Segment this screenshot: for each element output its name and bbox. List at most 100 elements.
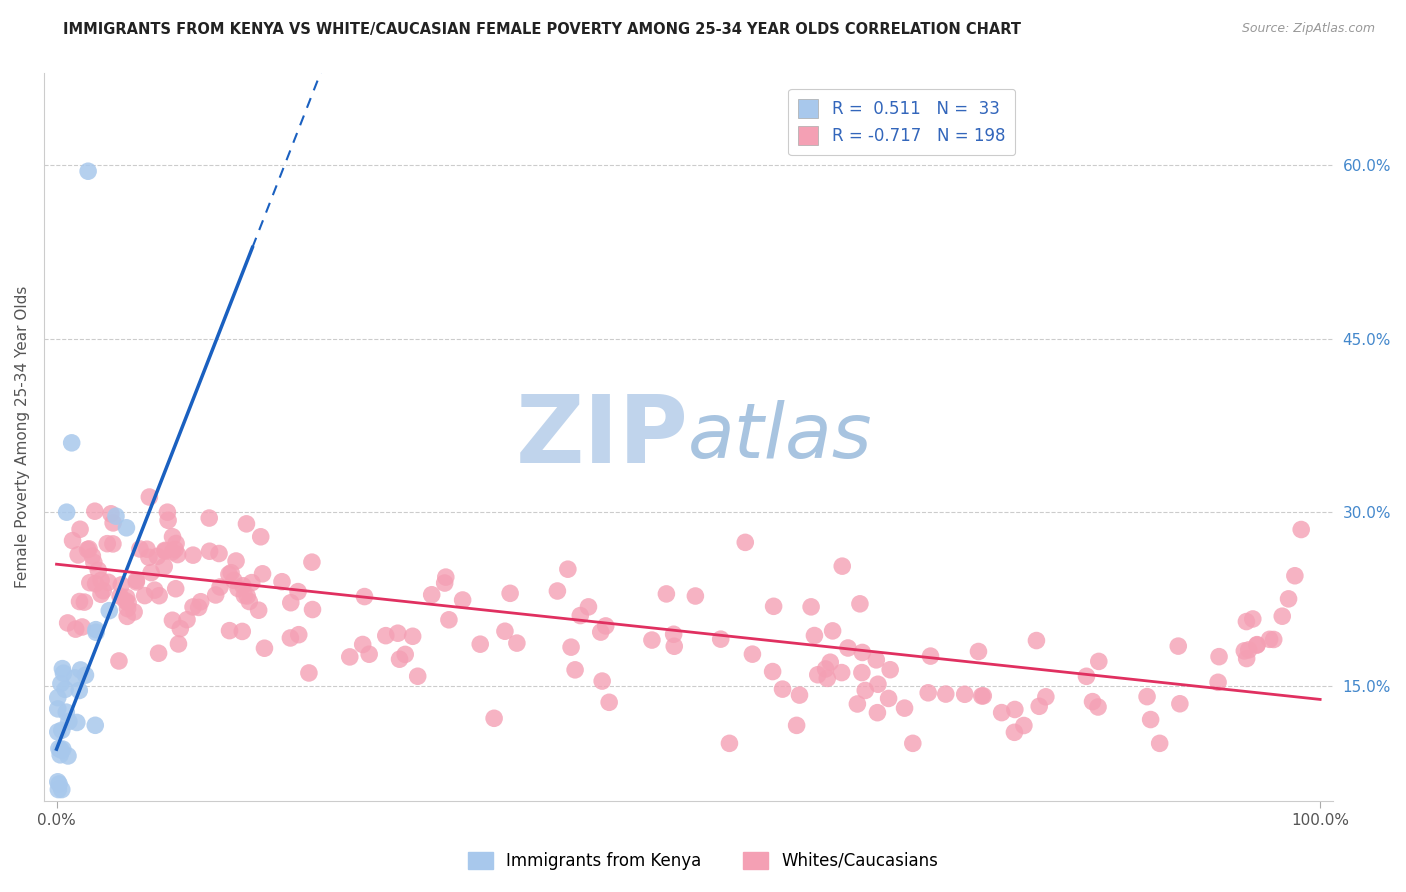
Point <box>51 662 73 676</box>
Point <box>222 574 245 588</box>
Point <box>49 747 72 762</box>
Point <box>143 583 166 598</box>
Point <box>136 542 159 557</box>
Point <box>814 662 837 676</box>
Point <box>1237 643 1260 657</box>
Point <box>101 516 124 530</box>
Text: Source: ZipAtlas.com: Source: ZipAtlas.com <box>1241 22 1375 36</box>
Point <box>1246 638 1268 652</box>
Point <box>359 647 381 661</box>
Point <box>90 587 112 601</box>
Point <box>69 594 91 608</box>
Point <box>153 544 176 558</box>
Point <box>866 706 889 720</box>
Point <box>560 640 582 655</box>
Point <box>569 608 592 623</box>
Point <box>231 624 253 639</box>
Point <box>865 653 887 667</box>
Point <box>79 575 101 590</box>
Point <box>1236 651 1258 665</box>
Point <box>482 711 505 725</box>
Point <box>837 640 859 655</box>
Point <box>877 691 900 706</box>
Point <box>499 586 522 600</box>
Point <box>204 588 226 602</box>
Point <box>238 594 260 608</box>
Point <box>1241 612 1264 626</box>
Point <box>49 676 72 690</box>
Point <box>352 638 374 652</box>
Point <box>494 624 516 639</box>
Point <box>1289 523 1312 537</box>
Point <box>546 584 568 599</box>
Text: atlas: atlas <box>689 400 873 474</box>
Point <box>893 701 915 715</box>
Point <box>69 663 91 677</box>
Point <box>156 505 179 519</box>
Point <box>125 574 148 589</box>
Point <box>181 599 204 614</box>
Point <box>122 605 145 619</box>
Point <box>115 591 138 605</box>
Point <box>77 541 100 556</box>
Point <box>83 555 105 569</box>
Point <box>219 566 242 580</box>
Point <box>115 521 138 535</box>
Point <box>125 574 148 588</box>
Point <box>225 554 247 568</box>
Point <box>198 511 221 525</box>
Point <box>772 682 794 697</box>
Point <box>115 609 138 624</box>
Point <box>451 593 474 607</box>
Point <box>506 636 529 650</box>
Point <box>101 537 124 551</box>
Point <box>800 599 823 614</box>
Point <box>51 723 73 738</box>
Point <box>1002 725 1025 739</box>
Point <box>595 619 617 633</box>
Point <box>662 627 685 641</box>
Point <box>803 629 825 643</box>
Point <box>139 566 162 580</box>
Point <box>63 671 86 685</box>
Point <box>1234 615 1257 629</box>
Point <box>420 588 443 602</box>
Point <box>789 688 811 702</box>
Point <box>920 649 942 664</box>
Point <box>52 742 75 756</box>
Point <box>1149 736 1171 750</box>
Point <box>146 549 169 564</box>
Point <box>685 589 707 603</box>
Point <box>972 689 994 703</box>
Point <box>56 615 79 630</box>
Point <box>564 663 586 677</box>
Point <box>935 687 957 701</box>
Point <box>655 587 678 601</box>
Point <box>967 644 990 658</box>
Point <box>710 632 733 647</box>
Point <box>56 748 79 763</box>
Point <box>67 683 90 698</box>
Point <box>62 533 84 548</box>
Point <box>1081 695 1104 709</box>
Text: ZIP: ZIP <box>516 391 689 483</box>
Point <box>138 490 160 504</box>
Point <box>1167 639 1189 653</box>
Point <box>287 584 309 599</box>
Point <box>1035 690 1057 704</box>
Point <box>917 686 939 700</box>
Point <box>557 562 579 576</box>
Point <box>298 665 321 680</box>
Legend: Immigrants from Kenya, Whites/Caucasians: Immigrants from Kenya, Whites/Caucasians <box>461 845 945 877</box>
Point <box>433 576 456 591</box>
Point <box>46 774 69 789</box>
Y-axis label: Female Poverty Among 25-34 Year Olds: Female Poverty Among 25-34 Year Olds <box>15 285 30 588</box>
Point <box>741 647 763 661</box>
Point <box>591 674 613 689</box>
Point <box>157 513 180 527</box>
Point <box>1088 654 1111 668</box>
Point <box>190 595 212 609</box>
Point <box>664 640 686 654</box>
Legend: R =  0.511   N =  33, R = -0.717   N = 198: R = 0.511 N = 33, R = -0.717 N = 198 <box>789 88 1015 155</box>
Point <box>1076 669 1098 683</box>
